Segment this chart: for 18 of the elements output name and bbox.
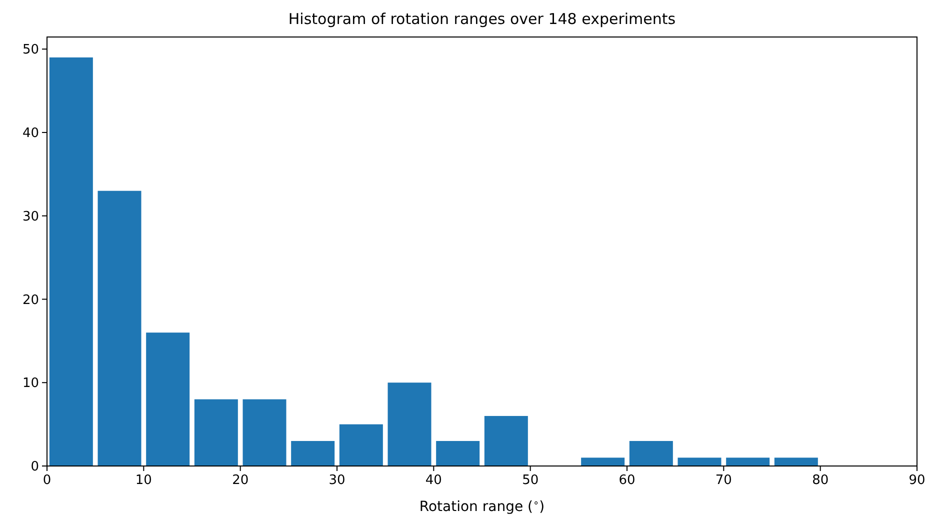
chart-title: Histogram of rotation ranges over 148 experiments (288, 10, 676, 28)
x-tick-label: 90 (908, 473, 926, 488)
x-tick-label: 10 (135, 473, 152, 488)
x-axis-title: Rotation range ($^{∘}$) (419, 498, 545, 515)
y-tick-label: 10 (22, 376, 39, 392)
y-tick-label: 50 (22, 42, 39, 58)
y-tick-label: 30 (22, 209, 39, 224)
x-tick-label: 70 (715, 473, 732, 488)
y-tick-label: 20 (22, 292, 39, 308)
y-tick-label: 0 (30, 460, 39, 475)
x-tick-label: 50 (522, 473, 539, 488)
y-tick-label: 40 (22, 126, 39, 142)
x-tick-label: 20 (232, 473, 249, 488)
x-tick-label: 40 (425, 473, 442, 488)
x-tick-label: 60 (618, 473, 636, 488)
x-tick-label: 80 (812, 473, 829, 488)
x-tick-label: 30 (328, 473, 346, 488)
x-tick-label: 0 (42, 473, 52, 488)
